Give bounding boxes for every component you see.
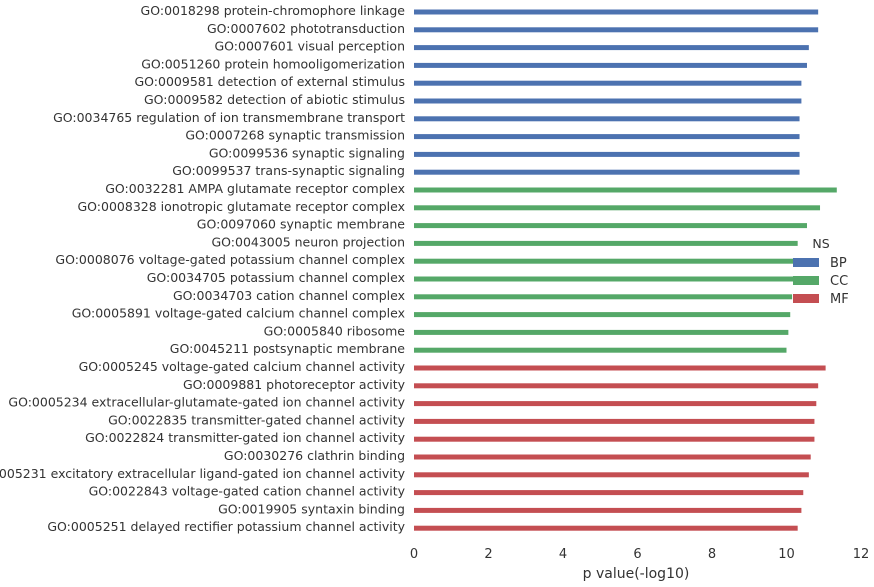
legend-label-mf: MF <box>830 292 849 307</box>
category-label: GO:0034703 cation channel complex <box>173 288 405 303</box>
category-label: GO:0051260 protein homooligomerization <box>141 56 405 71</box>
bar-bp <box>414 151 800 157</box>
category-label: GO:0034705 potassium channel complex <box>147 270 405 285</box>
category-label: GO:0018298 protein-chromophore linkage <box>141 3 406 18</box>
bar-mf <box>414 525 798 531</box>
bar-bp <box>414 62 807 68</box>
x-tick-label: 12 <box>853 547 870 562</box>
bar-bp <box>414 80 802 86</box>
legend-entries-group: BP CC MF <box>793 256 849 307</box>
bar-bp <box>414 134 800 140</box>
bar-mf <box>414 401 817 407</box>
bar-bp <box>414 169 800 175</box>
bar-bp <box>414 27 819 33</box>
category-label: GO:0005840 ribosome <box>264 323 406 338</box>
bar-cc <box>414 223 807 229</box>
bar-cc <box>414 258 794 264</box>
category-label: GO:0022843 voltage-gated cation channel … <box>89 484 406 499</box>
legend-swatch-cc <box>793 276 819 285</box>
bars-group <box>414 9 837 531</box>
bar-mf <box>414 490 804 496</box>
category-label: GO:0009581 detection of external stimulu… <box>135 74 406 89</box>
legend-swatch-bp <box>793 258 819 267</box>
bar-mf <box>414 383 819 389</box>
x-tick-label: 6 <box>633 547 641 562</box>
category-label: GO:0009582 detection of abiotic stimulus <box>144 92 405 107</box>
category-label: GO:0043005 neuron projection <box>211 234 405 249</box>
bar-cc <box>414 276 794 282</box>
bar-mf <box>414 365 826 371</box>
category-label: GO:0099537 trans-synaptic signaling <box>172 163 405 178</box>
legend: NS BP CC MF <box>793 236 849 307</box>
x-tick-label: 10 <box>778 547 795 562</box>
x-tick-label: 4 <box>559 547 567 562</box>
x-tick-label: 2 <box>484 547 492 562</box>
category-label: GO:0005891 voltage-gated calcium channel… <box>72 306 405 321</box>
category-label: GO:0007602 phototransduction <box>207 21 405 36</box>
category-label: GO:0019905 syntaxin binding <box>218 501 405 516</box>
category-label: GO:0034765 regulation of ion transmembra… <box>53 110 405 125</box>
bar-bp <box>414 9 819 15</box>
category-label: GO:0022824 transmitter-gated ion channel… <box>85 430 406 445</box>
x-tick-labels-group: 0 2 4 6 8 10 12 <box>410 547 869 562</box>
bar-cc <box>414 187 837 193</box>
legend-label-bp: BP <box>830 256 847 271</box>
x-tick-label: 8 <box>708 547 716 562</box>
bar-bp <box>414 45 809 51</box>
category-label: GO:0005245 voltage-gated calcium channel… <box>79 359 406 374</box>
category-label: GO:0005251 delayed rectifier potassium c… <box>47 519 405 534</box>
category-label: GO:0045211 postsynaptic membrane <box>170 341 406 356</box>
bar-cc <box>414 205 821 211</box>
category-label: GO:0099536 synaptic signaling <box>209 145 405 160</box>
category-label: GO:0009881 photoreceptor activity <box>183 377 406 392</box>
bar-mf <box>414 436 815 442</box>
category-label: GO:0007601 visual perception <box>214 39 405 54</box>
legend-swatch-mf <box>793 294 819 303</box>
bar-mf <box>414 418 815 424</box>
bar-cc <box>414 347 787 353</box>
category-label: GO:0005231 excitatory extracellular liga… <box>0 466 406 481</box>
legend-label-cc: CC <box>830 274 848 289</box>
bar-mf <box>414 507 802 513</box>
legend-title: NS <box>812 236 829 251</box>
category-label: GO:0097060 synaptic membrane <box>197 217 406 232</box>
bar-cc <box>414 329 789 335</box>
category-labels-group: GO:0018298 protein-chromophore linkage GO… <box>0 3 406 534</box>
category-label: GO:0007268 synaptic transmission <box>185 128 405 143</box>
category-label: GO:0008328 ionotropic glutamate receptor… <box>78 199 406 214</box>
x-tick-label: 0 <box>410 547 418 562</box>
category-label: GO:0008076 voltage-gated potassium chann… <box>55 252 405 267</box>
bar-bp <box>414 98 802 104</box>
bar-mf <box>414 454 811 460</box>
bar-mf <box>414 472 809 478</box>
x-axis-title: p value(-log10) <box>583 566 690 582</box>
bar-bp <box>414 116 800 122</box>
category-label: GO:0005234 extracellular-glutamate-gated… <box>8 395 405 410</box>
bar-cc <box>414 240 798 246</box>
category-label: GO:0030276 clathrin binding <box>224 448 405 463</box>
bar-cc <box>414 312 791 318</box>
category-label: GO:0022835 transmitter-gated channel act… <box>108 412 405 427</box>
bar-cc <box>414 294 793 300</box>
category-label: GO:0032281 AMPA glutamate receptor compl… <box>105 181 405 196</box>
